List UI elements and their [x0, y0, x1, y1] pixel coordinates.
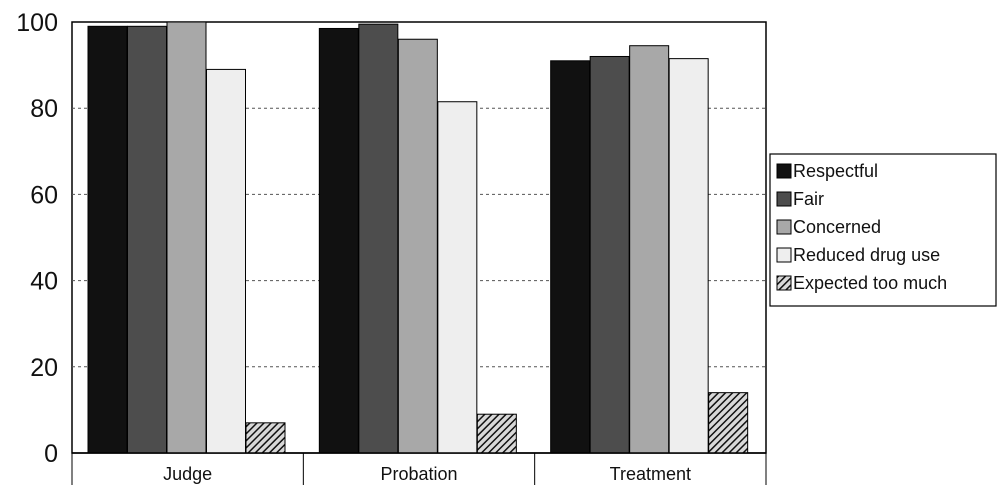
y-tick-label: 20	[30, 354, 58, 382]
legend-swatch	[776, 163, 792, 179]
y-tick-label: 0	[44, 440, 58, 468]
x-axis-categories: Judge Probation Treatment	[71, 453, 767, 485]
bar-probation-respectful	[318, 27, 359, 454]
bar-treatment-respectful	[550, 60, 591, 454]
bars	[87, 21, 749, 454]
x-category-label: Treatment	[610, 464, 691, 484]
bar-judge-fair	[127, 25, 167, 454]
y-tick-label: 60	[30, 181, 58, 209]
bar-treatment-expected-too-much	[708, 392, 749, 454]
x-category-label: Probation	[380, 464, 457, 484]
legend: Respectful Fair Concerned Reduced drug use E…	[769, 153, 997, 307]
bar-treatment-fair	[589, 55, 630, 454]
legend-swatch	[776, 247, 792, 263]
legend-label: Expected too much	[793, 273, 947, 293]
legend-label: Respectful	[793, 161, 878, 181]
legend-label: Fair	[793, 189, 824, 209]
legend-box	[769, 153, 997, 307]
y-tick-label: 100	[16, 9, 58, 37]
x-category-label: Judge	[163, 464, 212, 484]
legend-swatch	[776, 219, 792, 235]
bar-treatment-reduced-drug-use	[668, 58, 709, 454]
legend-label: Reduced drug use	[793, 245, 940, 265]
y-tick-label: 80	[30, 95, 58, 123]
bar-probation-expected-too-much	[476, 413, 517, 454]
bar-judge-respectful	[87, 25, 128, 454]
legend-swatch	[776, 191, 792, 207]
bar-probation-reduced-drug-use	[437, 101, 478, 454]
bar-judge-reduced-drug-use	[206, 68, 246, 454]
bar-judge-concerned	[166, 21, 207, 454]
legend-swatch	[776, 275, 792, 291]
bar-probation-fair	[358, 23, 399, 454]
bar-judge-expected-too-much	[245, 422, 286, 454]
y-axis-ticks: 0 20 40 60 80 100	[16, 9, 58, 468]
y-tick-label: 40	[30, 268, 58, 296]
legend-label: Concerned	[793, 217, 881, 237]
bar-treatment-concerned	[629, 45, 670, 454]
bar-probation-concerned	[397, 38, 438, 454]
